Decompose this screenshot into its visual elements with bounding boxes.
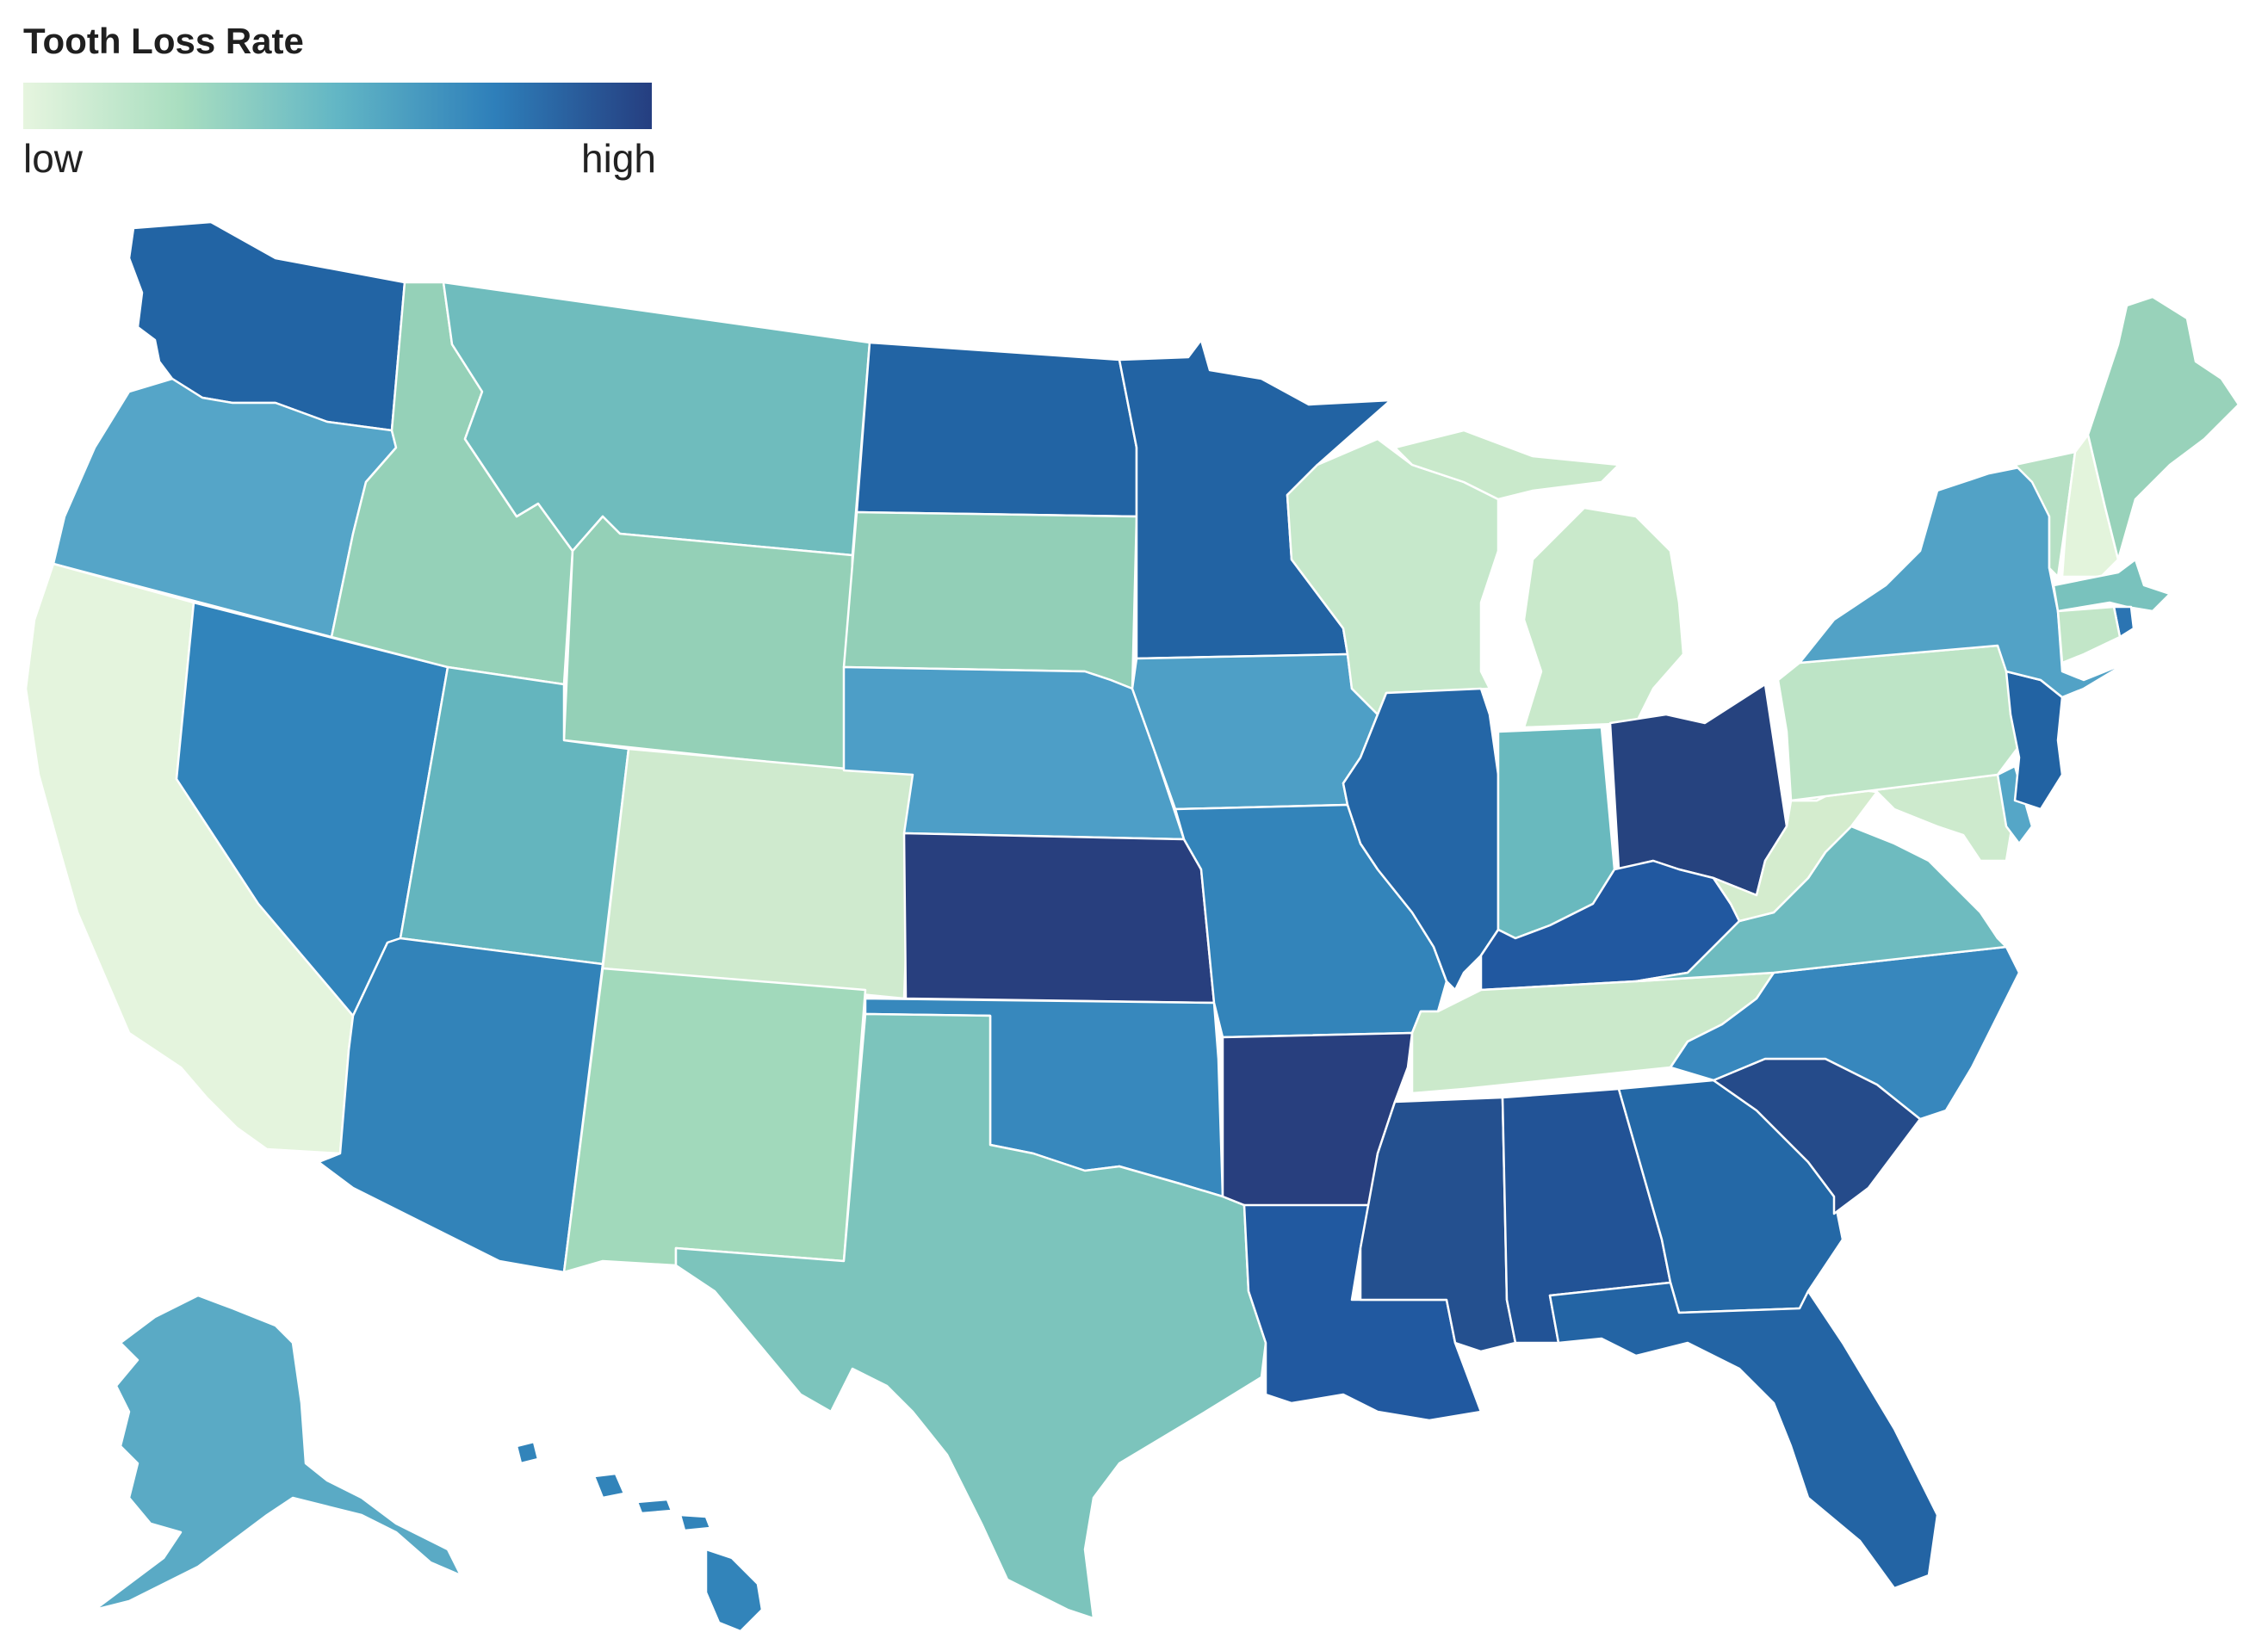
state-IL[interactable] [1342,687,1500,992]
state-KS[interactable] [902,832,1216,1005]
state-LA[interactable] [1242,1203,1483,1422]
legend-low-label: low [23,136,84,181]
state-WY[interactable] [562,515,854,772]
state-FL[interactable] [1548,1281,1939,1590]
legend: Tooth Loss Rate low high [23,19,660,185]
states [24,220,2240,1633]
legend-title: Tooth Loss Rate [23,21,304,61]
state-ME[interactable] [2086,295,2240,561]
state-AK[interactable] [93,1294,462,1611]
state-MA[interactable] [2052,558,2172,613]
state-NM[interactable] [562,967,867,1274]
state-ND[interactable] [855,341,1138,518]
state-HI[interactable] [515,1440,764,1633]
state-IA[interactable] [1131,652,1379,811]
state-NC[interactable] [1669,945,2021,1121]
legend-labels: low high [23,133,656,185]
state-CO[interactable] [601,747,914,1000]
state-MI[interactable] [1393,429,1685,729]
state-DE[interactable] [1996,764,2034,845]
state-CT[interactable] [2056,605,2122,665]
state-TX[interactable] [674,1012,1267,1620]
legend-color-ramp [23,83,652,129]
legend-high-label: high [581,136,656,181]
state-SD[interactable] [842,510,1138,690]
